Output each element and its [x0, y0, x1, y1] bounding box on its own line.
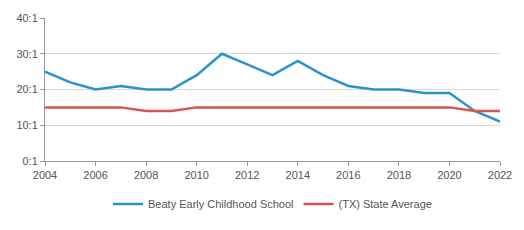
- svg-text:(TX) State Average: (TX) State Average: [339, 198, 432, 210]
- svg-text:2022: 2022: [488, 169, 512, 181]
- svg-text:30:1: 30:1: [16, 48, 37, 60]
- svg-text:2020: 2020: [437, 169, 461, 181]
- svg-text:2018: 2018: [387, 169, 411, 181]
- svg-text:2006: 2006: [83, 169, 107, 181]
- svg-text:2004: 2004: [33, 169, 57, 181]
- svg-text:0:1: 0:1: [23, 155, 38, 167]
- svg-text:40:1: 40:1: [16, 12, 37, 24]
- svg-text:2012: 2012: [235, 169, 259, 181]
- svg-text:20:1: 20:1: [16, 83, 37, 95]
- svg-text:10:1: 10:1: [16, 119, 37, 131]
- svg-text:2016: 2016: [336, 169, 360, 181]
- svg-text:2008: 2008: [134, 169, 158, 181]
- svg-text:Beaty Early Childhood School: Beaty Early Childhood School: [148, 198, 294, 210]
- svg-text:2010: 2010: [184, 169, 208, 181]
- svg-text:2014: 2014: [286, 169, 310, 181]
